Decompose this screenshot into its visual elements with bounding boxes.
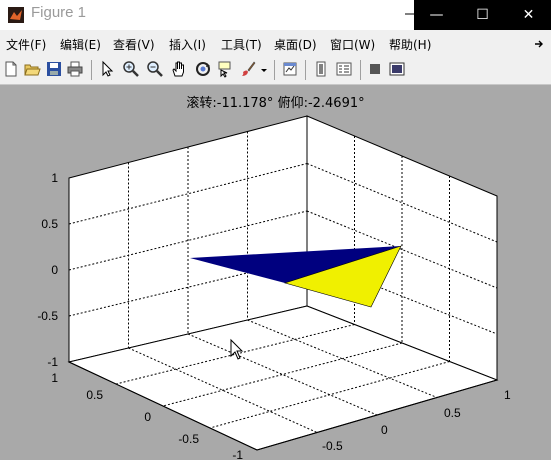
yellow-face [283,245,402,308]
z-tick--0.5: -0.5 [37,309,58,323]
minimize-button-dark[interactable]: — [429,7,444,23]
brush-icon[interactable] [239,60,257,78]
pan-hand-icon[interactable] [170,60,188,78]
open-file-icon[interactable] [23,60,41,78]
menu-insert[interactable]: 插入(I) [169,38,206,52]
menu-bar: 文件(F) 编辑(E) 查看(V) 插入(I) 工具(T) 桌面(D) 窗口(W… [0,30,551,56]
pointer-icon[interactable] [98,60,116,78]
right-axis-tick-1: 1 [504,388,511,402]
axis-lines [68,178,498,451]
brush-dropdown-icon[interactable] [259,60,269,78]
menu-help[interactable]: 帮助(H) [389,38,432,52]
blue-face [190,246,401,283]
menu-tools[interactable]: 工具(T) [221,38,262,52]
z-tick--1: -1 [47,355,58,369]
window-controls: — ☐ ✕ [414,0,551,30]
menu-overflow-icon[interactable] [533,38,545,50]
menu-file[interactable]: 文件(F) [6,38,47,52]
minimize-button[interactable] [402,4,422,24]
toolbar [0,56,551,85]
window-title: Figure 1 [31,4,87,21]
left-axis-tick-1: 1 [51,371,58,385]
menu-window[interactable]: 窗口(W) [330,38,376,52]
mouse-cursor-icon [230,338,244,360]
zoom-out-icon[interactable] [146,60,164,78]
menu-view[interactable]: 查看(V) [113,38,155,52]
toolbar-separator [305,60,306,80]
left-axis-tick-0.5: 0.5 [86,388,103,402]
right-axis-tick-0.5: 0.5 [444,406,461,420]
z-tick-0.5: 0.5 [41,217,58,231]
toolbar-separator [274,60,275,80]
z-tick-0: 0 [51,263,58,277]
left-axis-tick--1: -1 [232,448,243,460]
rotate-3d-icon[interactable] [194,60,212,78]
maximize-button[interactable]: ☐ [476,7,489,23]
colorbar-icon[interactable] [312,60,330,78]
legend-icon[interactable] [335,60,353,78]
save-icon[interactable] [45,60,63,78]
toolbar-separator [91,60,92,80]
menu-edit[interactable]: 编辑(E) [60,38,101,52]
zoom-in-icon[interactable] [122,60,140,78]
hide-plot-tools-icon[interactable] [366,60,384,78]
z-tick-1: 1 [51,171,58,185]
menu-desktop[interactable]: 桌面(D) [274,38,317,52]
left-axis-tick-0: 0 [144,410,151,424]
toolbar-separator [360,60,361,80]
axes-title: 滚转:-11.178° 俯仰:-2.4691° [186,96,365,111]
show-plot-tools-icon[interactable] [388,60,406,78]
matlab-logo-icon [8,7,24,23]
right-axis-tick-0: 0 [381,423,388,437]
link-plot-icon[interactable] [281,60,299,78]
new-figure-icon[interactable] [2,60,20,78]
data-cursor-icon[interactable] [216,60,234,78]
left-axis-tick--0.5: -0.5 [178,432,199,446]
print-icon[interactable] [66,60,84,78]
close-button[interactable]: ✕ [522,7,535,23]
right-axis-tick--0.5: -0.5 [322,439,343,453]
